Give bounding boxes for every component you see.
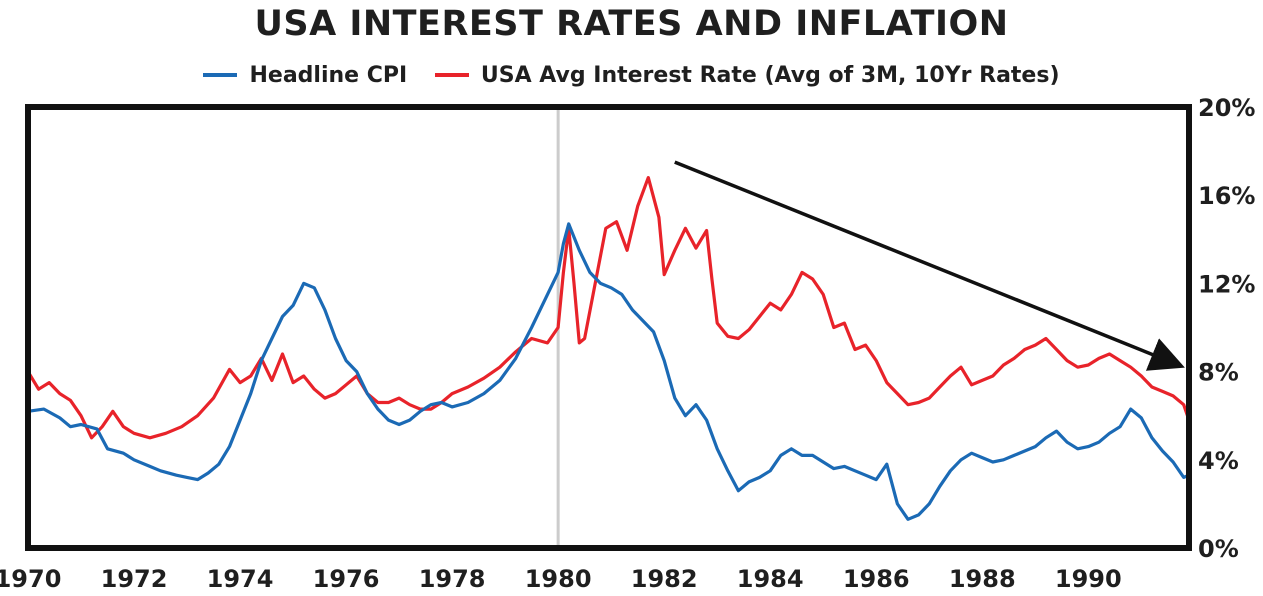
series-line-interest-rate	[26, 176, 1191, 440]
y-tick-label: 12%	[1198, 270, 1255, 298]
x-tick-label: 1972	[101, 565, 168, 593]
y-tick-label: 4%	[1198, 447, 1239, 475]
y-tick-label: 0%	[1198, 535, 1239, 563]
legend-item-cpi: Headline CPI	[203, 63, 407, 88]
y-tick-label: 8%	[1198, 359, 1239, 387]
legend-swatch-cpi	[203, 73, 238, 77]
x-tick-label: 1974	[207, 565, 274, 593]
x-tick-label: 1978	[419, 565, 486, 593]
legend-label-cpi: Headline CPI	[249, 62, 408, 88]
y-tick-label: 16%	[1198, 182, 1255, 210]
x-tick-label: 1980	[525, 565, 592, 593]
series-line-cpi	[27, 222, 1190, 521]
x-tick-label: 1976	[313, 565, 380, 593]
x-tick-label: 1984	[737, 565, 804, 593]
x-tick-label: 1988	[949, 565, 1016, 593]
trend-arrow	[674, 160, 1185, 371]
legend: Headline CPI USA Avg Interest Rate (Avg …	[0, 58, 1263, 88]
x-tick-label: 1982	[631, 565, 698, 593]
plot-frame	[25, 104, 1192, 551]
legend-label-interest-rate: USA Avg Interest Rate (Avg of 3M, 10Yr R…	[480, 62, 1060, 88]
y-axis-ticks: 0% 4% 8% 12% 16% 20%	[1198, 94, 1255, 563]
x-tick-label: 1970	[0, 565, 61, 593]
legend-item-interest-rate: USA Avg Interest Rate (Avg of 3M, 10Yr R…	[434, 62, 1060, 88]
legend-swatch-interest-rate	[434, 73, 469, 77]
x-tick-label: 1986	[843, 565, 910, 593]
y-tick-label: 20%	[1198, 94, 1255, 122]
x-axis-ticks: 1970 1972 1974 1976 1978 1980 1982 1984 1986 1988…	[0, 565, 1122, 593]
x-tick-label: 1990	[1055, 565, 1122, 593]
chart-title: USA INTEREST RATES AND INFLATION	[254, 4, 1009, 44]
